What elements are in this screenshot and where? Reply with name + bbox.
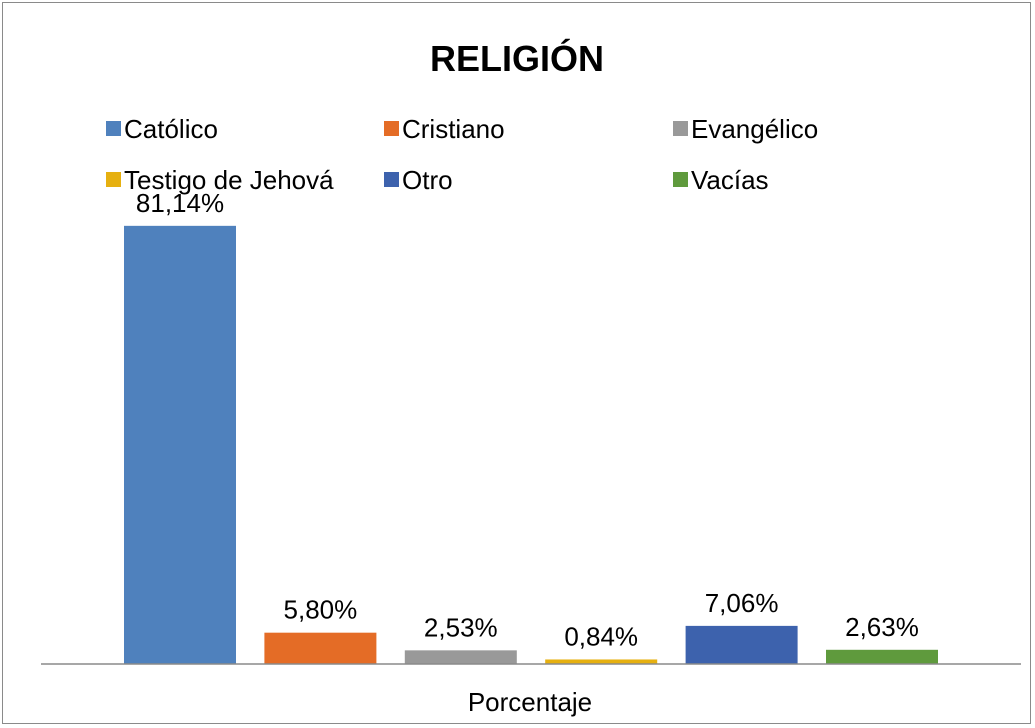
bar-6 — [826, 649, 938, 664]
legend-label-6: Vacías — [691, 165, 769, 195]
legend-swatch-1 — [106, 121, 121, 136]
legend-swatch-3 — [673, 121, 688, 136]
legend-swatch-6 — [673, 172, 688, 187]
legend-swatch-5 — [384, 172, 399, 187]
legend-label-1: Católico — [124, 114, 218, 144]
data-label-3: 2,53% — [424, 612, 498, 642]
data-label-1: 81,14% — [136, 188, 224, 218]
legend: Católico Cristiano Evangélico Testigo de Je… — [106, 114, 818, 195]
legend-label-5: Otro — [402, 165, 453, 195]
bar-1 — [124, 225, 236, 664]
bar-5 — [685, 625, 798, 664]
bar-4 — [545, 659, 658, 664]
data-labels: 81,14% 5,80% 2,53% 0,84% 7,06% 2,63% — [136, 188, 919, 652]
bar-2 — [264, 632, 377, 664]
bar-3 — [404, 650, 517, 664]
data-label-5: 7,06% — [705, 588, 779, 618]
legend-label-3: Evangélico — [691, 114, 818, 144]
chart-title: RELIGIÓN — [430, 37, 604, 79]
bars — [124, 225, 938, 664]
data-label-4: 0,84% — [564, 621, 638, 651]
legend-swatch-2 — [384, 121, 399, 136]
data-label-6: 2,63% — [845, 612, 919, 642]
bar-chart: RELIGIÓN Católico Cristiano Evangélico Test… — [41, 37, 1021, 717]
legend-label-4: Testigo de Jehová — [124, 165, 334, 195]
legend-label-2: Cristiano — [402, 114, 505, 144]
x-axis-label: Porcentaje — [468, 687, 592, 717]
data-label-2: 5,80% — [284, 595, 358, 625]
legend-swatch-4 — [106, 172, 121, 187]
